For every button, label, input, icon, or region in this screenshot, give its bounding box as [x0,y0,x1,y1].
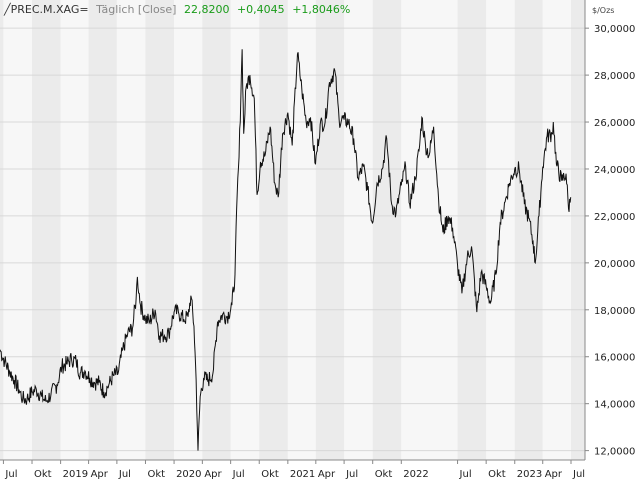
quarter-band [315,0,345,460]
quarter-band [401,0,458,460]
price-change: +0,4045 [236,3,285,16]
x-tick-label: 2023 [517,469,542,480]
grid-lines [0,27,585,452]
x-tick-label: Apr [545,469,563,480]
quarter-band [259,0,288,460]
quarter-band [486,0,515,460]
y-tick-label: 26,0000 [594,118,635,129]
x-tick-label: Okt [375,469,393,480]
y-tick-label: 24,0000 [594,165,635,176]
quarter-band [230,0,260,460]
quarter-band [372,0,402,460]
y-tick-label: 28,0000 [594,71,635,82]
x-tick-label: Apr [204,469,222,480]
y-axis-area [585,0,640,480]
x-tick-label: Apr [318,469,336,480]
period-label[interactable]: Täglich [Close] [96,3,177,16]
quarter-band [542,0,572,460]
y-tick-label: 16,0000 [594,353,635,364]
x-tick-label: Apr [91,469,109,480]
x-tick-label: Jul [345,469,358,480]
x-tick-label: Jul [459,469,472,480]
y-tick-label: 30,0000 [594,24,635,35]
quarter-band [174,0,203,460]
quarter-band [32,0,61,460]
x-tick-label: 2020 [176,469,201,480]
x-tick-label: Jul [232,469,245,480]
x-tick-label: Okt [261,469,279,480]
quarter-band [3,0,33,460]
last-price: 22,8200 [183,3,230,16]
y-tick-label: 18,0000 [594,306,635,317]
symbol-label[interactable]: PREC.M.XAG= [10,3,89,16]
x-tick-label: Okt [34,469,52,480]
quarter-band [287,0,316,460]
y-tick-label: 12,0000 [594,447,635,458]
quarter-band [344,0,373,460]
x-tick-label: Jul [4,469,17,480]
x-tick-label: 2021 [290,469,315,480]
chart-header: ╱PREC.M.XAG= Täglich [Close] 22,8200 +0,… [4,3,354,16]
x-tick-label: Okt [488,469,506,480]
line-chart-icon[interactable]: ╱ [4,3,11,16]
quarter-band [202,0,231,460]
quarter-band [116,0,146,460]
x-tick-label: 2022 [403,469,428,480]
y-tick-label: 20,0000 [594,259,635,270]
quarter-band [145,0,175,460]
y-axis: 12,0000 14,0000 16,0000 18,0000 20,0000 22,00… [584,0,635,460]
quarter-band [571,0,585,460]
x-tick-label: 2019 [63,469,88,480]
x-tick-label: Okt [147,469,165,480]
quarter-band [457,0,487,460]
y-tick-label: 14,0000 [594,400,635,411]
y-tick-label: 22,0000 [594,212,635,223]
quarter-band [60,0,89,460]
x-tick-label: Jul [572,469,585,480]
quarter-band [0,0,4,460]
quarter-band [514,0,543,460]
y-axis-unit: $/Ozs [592,6,615,15]
price-change-percent: +1,8046% [292,3,351,16]
x-tick-label: Jul [118,469,131,480]
price-line [0,49,572,451]
x-axis: Jul Okt 2019 Apr Jul Okt 2020 Apr Jul Okt 2021 Apr J… [0,459,585,480]
